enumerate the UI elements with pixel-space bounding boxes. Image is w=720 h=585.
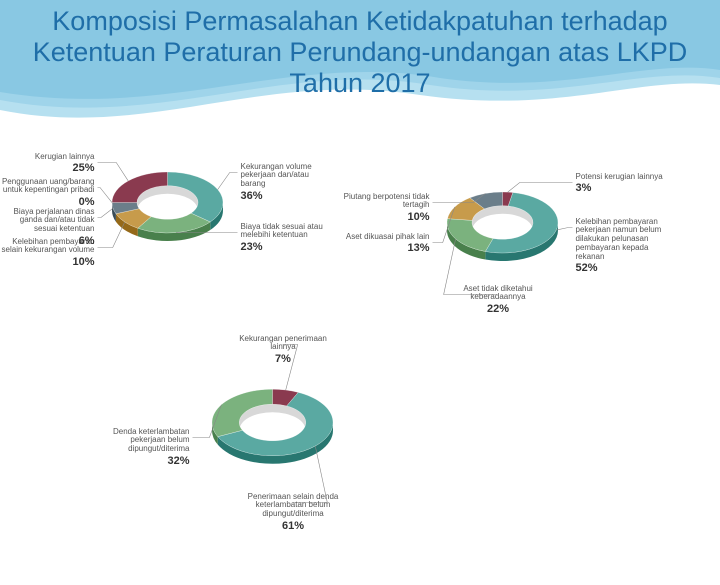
slice-label: Aset dikuasai pihak lain13%: [335, 233, 430, 255]
slice-label-pct: 7%: [236, 353, 331, 365]
slice-label-text: Penggunaan uang/barang untuk kepentingan…: [2, 177, 95, 195]
chart-bottom: Kekurangan penerimaan lainnya7%Penerimaa…: [210, 360, 335, 498]
leader-lines: [60, 260, 485, 585]
slice-label-text: Kekurangan penerimaan lainnya: [239, 334, 327, 352]
chart-top-left: Kekurangan volume pekerjaan dan/atau bar…: [110, 145, 225, 273]
slice-label: Kerugian lainnya25%: [0, 153, 95, 175]
slice-label-text: Penerimaan selain denda keterlambatan be…: [248, 492, 339, 519]
slice-label: Penggunaan uang/barang untuk kepentingan…: [0, 178, 95, 209]
slice-label: Penerimaan selain denda keterlambatan be…: [246, 493, 341, 532]
slice-label-text: Denda keterlambatan pekerjaan belum dipu…: [113, 427, 190, 454]
slice-label-text: Kerugian lainnya: [35, 152, 95, 161]
slice-label-text: Aset dikuasai pihak lain: [346, 232, 430, 241]
slice-label-pct: 0%: [0, 196, 95, 208]
slice-label-pct: 13%: [335, 242, 430, 254]
slice-label-pct: 10%: [335, 211, 430, 223]
slice-label: Kelebihan pembayaran pekerjaan namun bel…: [576, 218, 671, 275]
slice-label-pct: 32%: [95, 455, 190, 467]
slice-label-text: Kelebihan pembayaran pekerjaan namun bel…: [576, 217, 662, 261]
slice-label-text: Potensi kerugian lainnya: [576, 172, 663, 181]
slice-label-text: Biaya perjalanan dinas ganda dan/atau ti…: [14, 207, 95, 234]
slice-label-pct: 25%: [0, 162, 95, 174]
slice-label-pct: 3%: [576, 182, 671, 194]
slice-label: Biaya perjalanan dinas ganda dan/atau ti…: [0, 208, 95, 247]
slice-label-pct: 52%: [576, 262, 671, 274]
slice-label-pct: 61%: [246, 520, 341, 532]
slice-label-text: Piutang berpotensi tidak tertagih: [344, 192, 430, 210]
slice-label: Piutang berpotensi tidak tertagih10%: [335, 193, 430, 224]
slice-label: Kekurangan penerimaan lainnya7%: [236, 335, 331, 366]
slice-label-pct: 6%: [0, 235, 95, 247]
slice-label: Denda keterlambatan pekerjaan belum dipu…: [95, 428, 190, 467]
slice-label: Potensi kerugian lainnya3%: [576, 173, 671, 195]
